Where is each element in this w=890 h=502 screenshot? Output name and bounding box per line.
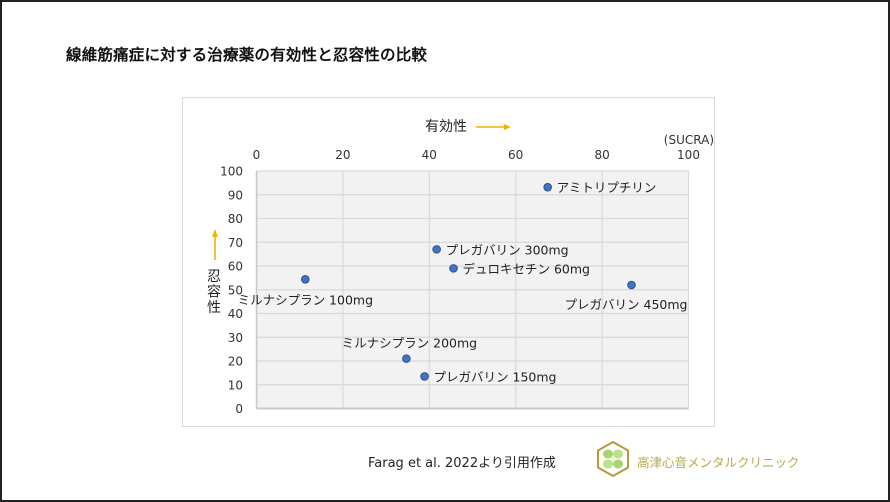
y-tick-label: 0 bbox=[235, 402, 243, 416]
x-axis-arrowhead-icon bbox=[504, 124, 511, 130]
citation-text: Farag et al. 2022より引用作成 bbox=[368, 456, 556, 471]
y-tick-label: 100 bbox=[220, 165, 243, 179]
data-label: プレガバリン 150mg bbox=[434, 369, 557, 384]
data-point bbox=[420, 372, 429, 381]
data-label: ミルナシプラン 200mg bbox=[342, 336, 477, 351]
y-tick-label: 80 bbox=[228, 212, 243, 226]
y-tick-label: 40 bbox=[228, 307, 243, 321]
x-tick-label: 60 bbox=[508, 148, 523, 162]
y-axis-title-char: 性 bbox=[207, 300, 221, 316]
data-point bbox=[402, 354, 411, 363]
data-point bbox=[301, 275, 310, 284]
clinic-name: 高津心音メンタルクリニック bbox=[637, 455, 800, 470]
x-unit-label: (SUCRA) bbox=[664, 133, 714, 147]
slide-title: 線維筋痛症に対する治療薬の有効性と忍容性の比較 bbox=[66, 46, 428, 64]
data-label: デュロキセチン 60mg bbox=[462, 261, 590, 276]
x-tick-label: 40 bbox=[422, 148, 437, 162]
y-axis-arrowhead-icon bbox=[212, 229, 218, 237]
data-label: ミルナシプラン 100mg bbox=[238, 292, 373, 307]
x-tick-label: 20 bbox=[335, 148, 350, 162]
y-tick-label: 20 bbox=[228, 355, 243, 369]
x-tick-label: 0 bbox=[253, 148, 261, 162]
data-label: プレガバリン 300mg bbox=[446, 242, 569, 257]
data-point bbox=[627, 280, 636, 290]
x-axis-title: 有効性 bbox=[425, 119, 467, 135]
y-tick-label: 90 bbox=[228, 188, 243, 202]
y-tick-label: 60 bbox=[228, 260, 243, 274]
data-label: アミトリプチリン bbox=[557, 180, 657, 195]
x-tick-label: 100 bbox=[677, 148, 700, 162]
y-tick-label: 50 bbox=[228, 283, 243, 297]
y-tick-label: 10 bbox=[228, 378, 243, 392]
data-point bbox=[432, 245, 441, 254]
x-tick-label: 80 bbox=[594, 148, 609, 162]
y-axis-title-char: 忍 bbox=[207, 269, 221, 285]
y-tick-label: 70 bbox=[228, 236, 243, 250]
data-point bbox=[449, 264, 458, 273]
data-point bbox=[543, 182, 552, 192]
data-label: プレガバリン 450mg bbox=[565, 297, 688, 312]
y-axis-title-char: 容 bbox=[207, 284, 221, 301]
y-tick-label: 30 bbox=[228, 331, 243, 345]
hexagon-clover-logo-icon bbox=[597, 440, 629, 478]
